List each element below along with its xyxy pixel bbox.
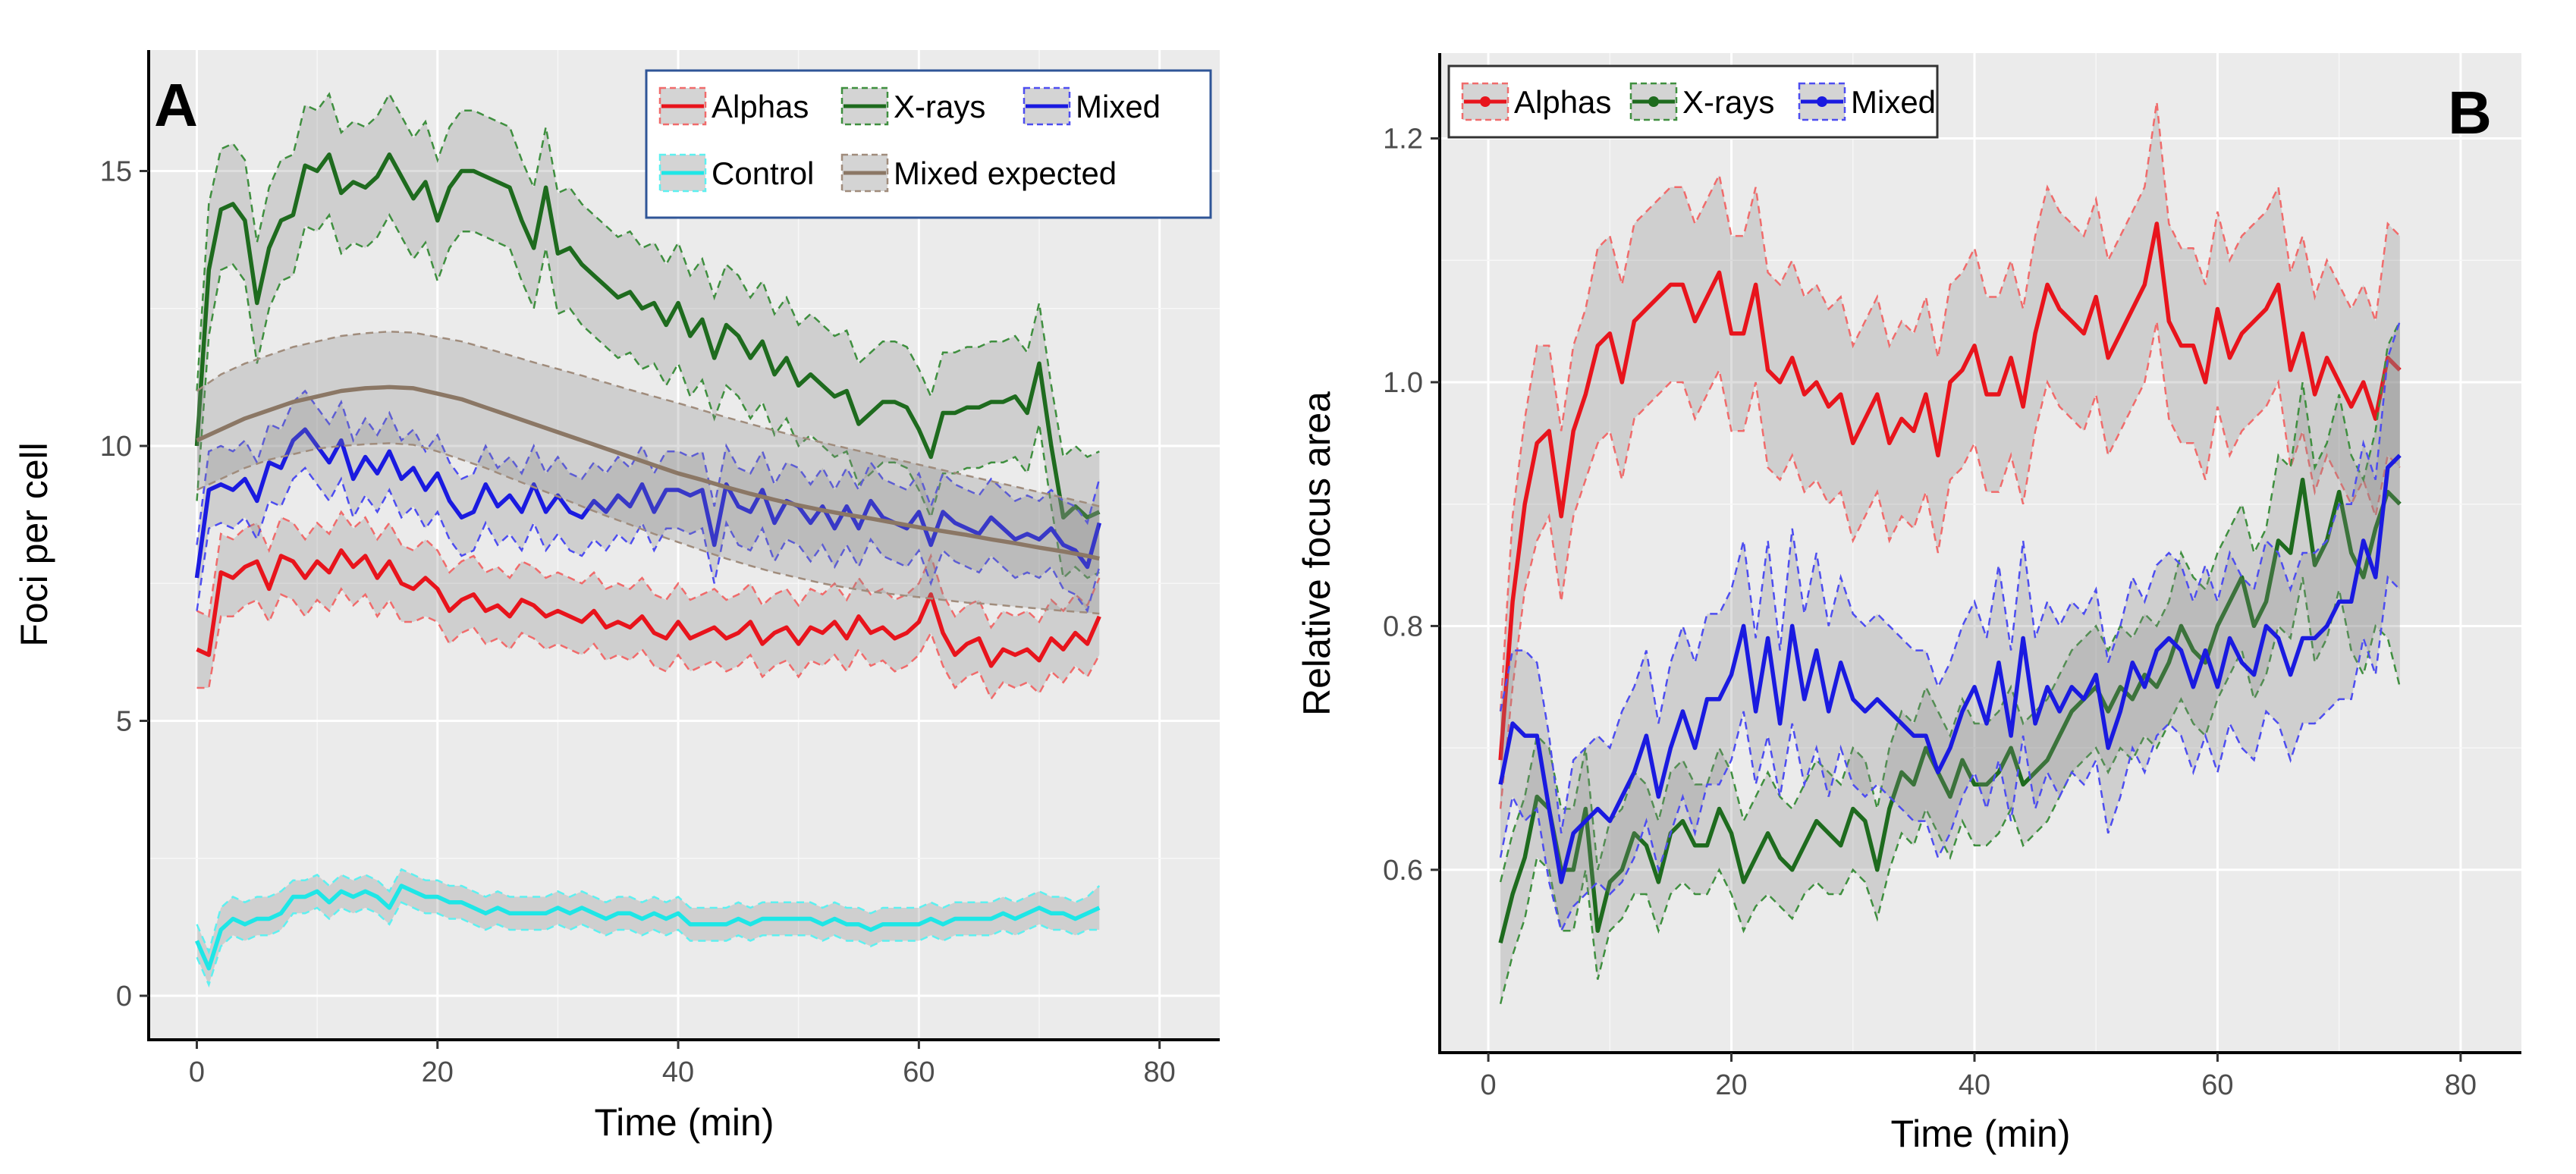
legend-marker-mixed bbox=[1817, 96, 1827, 107]
x-tick-label: 20 bbox=[422, 1056, 454, 1088]
series-group bbox=[194, 92, 1101, 988]
x-axis-title: Time (min) bbox=[1890, 1113, 2070, 1155]
x-tick-label: 20 bbox=[1715, 1069, 1747, 1101]
legend-label-control: Control bbox=[712, 155, 814, 191]
confidence-band-control bbox=[196, 869, 1100, 985]
lower-bound-alphas bbox=[1499, 321, 2401, 809]
confidence-band-mixed-expected bbox=[196, 331, 1100, 614]
series-mixed bbox=[1498, 321, 2402, 934]
confidence-band-alphas bbox=[196, 512, 1100, 699]
y-tick-label: 0.6 bbox=[1383, 855, 1423, 887]
mean-line-control bbox=[194, 884, 1101, 971]
y-tick-label: 0.8 bbox=[1383, 611, 1423, 642]
panel-label: A bbox=[154, 71, 198, 139]
series-x-rays bbox=[1498, 321, 2402, 1005]
mean-line-x-rays bbox=[194, 152, 1101, 520]
x-axis-title: Time (min) bbox=[594, 1101, 774, 1144]
series-alphas bbox=[1498, 102, 2402, 809]
lower-bound-alphas bbox=[196, 587, 1101, 701]
upper-bound-alphas bbox=[1499, 102, 2401, 712]
legend-label-mixed: Mixed bbox=[1076, 89, 1161, 124]
legend-marker-x-rays bbox=[1648, 96, 1659, 107]
legend: Alphas X-rays Mixed bbox=[1447, 64, 1939, 139]
series-alphas bbox=[196, 510, 1101, 701]
confidence-band-x-rays bbox=[1500, 321, 2400, 1004]
mean-line-alphas bbox=[196, 548, 1101, 668]
series-mixed-expected bbox=[196, 330, 1100, 615]
x-tick-label: 40 bbox=[1959, 1069, 1990, 1101]
y-tick-label: 15 bbox=[100, 156, 132, 188]
x-tick-label: 40 bbox=[662, 1056, 694, 1088]
legend-entry-mixed: Mixed bbox=[1798, 82, 1936, 121]
lower-bound-control bbox=[196, 901, 1100, 988]
lower-bound-mixed-expected bbox=[196, 442, 1100, 615]
x-tick-label: 60 bbox=[2201, 1069, 2233, 1101]
upper-bound-x-rays bbox=[196, 92, 1100, 459]
upper-bound-control bbox=[196, 868, 1101, 955]
upper-bound-alphas bbox=[196, 510, 1101, 629]
lower-bound-x-rays bbox=[196, 212, 1100, 580]
mean-line-alphas bbox=[1498, 221, 2402, 761]
legend-entry-x-rays: X-rays bbox=[1629, 82, 1774, 121]
series-control bbox=[194, 868, 1101, 988]
legend-label-mixed: Mixed bbox=[1851, 84, 1936, 120]
lower-bound-mixed bbox=[196, 466, 1101, 614]
legend-box bbox=[1447, 64, 1939, 139]
mean-line-mixed bbox=[194, 427, 1101, 579]
mean-line-mixed-expected bbox=[196, 385, 1100, 561]
legend-entry-control: Control bbox=[658, 153, 814, 193]
panel-label: B bbox=[2448, 79, 2492, 146]
confidence-band-mixed bbox=[1500, 321, 2400, 931]
y-axis-title: Foci per cell bbox=[13, 442, 55, 647]
legend: Alphas X-rays Mixed Control Mixed expected bbox=[645, 69, 1212, 219]
upper-bound-mixed bbox=[1499, 321, 2401, 833]
y-tick-label: 1.0 bbox=[1383, 367, 1423, 399]
confidence-band-x-rays bbox=[196, 94, 1100, 578]
legend-label-alphas: Alphas bbox=[712, 89, 809, 124]
lower-bound-x-rays bbox=[1499, 576, 2402, 1005]
legend-entry-mixed: Mixed bbox=[1023, 86, 1161, 126]
y-tick-label: 1.2 bbox=[1383, 124, 1423, 155]
series-group bbox=[1498, 102, 2402, 1005]
confidence-band-alphas bbox=[1500, 102, 2400, 809]
legend-entry-alphas: Alphas bbox=[1461, 82, 1611, 121]
y-tick-label: 5 bbox=[116, 706, 132, 738]
x-tick-label: 80 bbox=[1144, 1056, 1176, 1088]
legend-entry-alphas: Alphas bbox=[658, 86, 809, 126]
x-tick-label: 0 bbox=[1481, 1069, 1497, 1101]
y-tick-label: 10 bbox=[100, 431, 132, 463]
panel-a: 0 20 40 60 80 0 5 10 15 Time (min) Foci per cell A A… bbox=[13, 50, 1220, 1144]
legend-marker-alphas bbox=[1480, 96, 1491, 107]
series-x-rays bbox=[194, 92, 1101, 580]
x-tick-label: 80 bbox=[2445, 1069, 2477, 1101]
mean-line-x-rays bbox=[1498, 477, 2402, 943]
legend-label-x-rays: X-rays bbox=[894, 89, 985, 124]
x-tick-label: 0 bbox=[189, 1056, 205, 1088]
panel-b: 0 20 40 60 80 0.6 0.8 1.0 1.2 Time (min) Relative … bbox=[1296, 53, 2521, 1155]
legend-entry-x-rays: X-rays bbox=[840, 86, 985, 126]
plot-background bbox=[1440, 53, 2521, 1053]
y-axis-title: Relative focus area bbox=[1296, 391, 1338, 716]
x-tick-label: 60 bbox=[903, 1056, 935, 1088]
legend-entry-mixed-expected: Mixed expected bbox=[840, 153, 1117, 193]
upper-bound-x-rays bbox=[1499, 321, 2401, 883]
legend-box bbox=[645, 69, 1212, 219]
legend-label-alphas: Alphas bbox=[1514, 84, 1611, 120]
series-mixed bbox=[194, 389, 1101, 614]
legend-label-mixed-expected: Mixed expected bbox=[894, 155, 1117, 191]
upper-bound-mixed bbox=[196, 389, 1101, 545]
y-tick-label: 0 bbox=[116, 981, 132, 1012]
legend-label-x-rays: X-rays bbox=[1682, 84, 1774, 120]
mean-line-mixed bbox=[1498, 454, 2402, 884]
upper-bound-mixed-expected bbox=[196, 330, 1100, 507]
